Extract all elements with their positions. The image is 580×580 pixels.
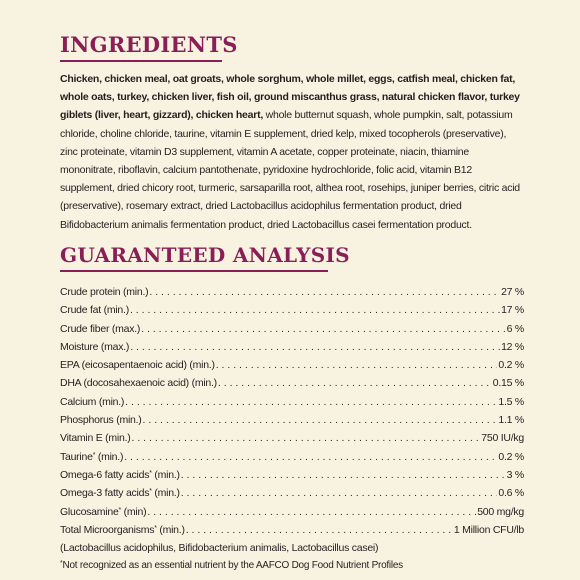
nutrient-label: Taurine [60, 450, 93, 463]
footnote: *Not recognized as an essential nutrient… [60, 557, 524, 575]
nutrient-name: Vitamin E (min.) [60, 429, 131, 447]
nutrient-label: Crude fat (min.) [60, 304, 129, 317]
nutrient-name: Phosphorus (min.) [60, 411, 142, 429]
dot-leader [149, 283, 500, 301]
nutrient-value: 0.15 % [492, 377, 524, 390]
analysis-row: EPA (eicosapentaenoic acid) (min.) 0.2 % [60, 356, 524, 374]
not-essential-mark: * [149, 469, 152, 477]
ingredients-secondary: whole butternut squash, whole pumpkin, s… [60, 109, 520, 231]
not-essential-mark: * [154, 524, 157, 532]
dot-leader [181, 484, 498, 502]
nutrient-qualifier: (min.) [156, 523, 185, 536]
nutrient-value: 17 % [501, 304, 524, 317]
nutrient-label: Total Microorganisms [60, 523, 155, 536]
analysis-row: Calcium (min.) 1.5 % [60, 393, 524, 411]
nutrient-value: 1.1 % [498, 414, 524, 427]
nutrient-label: Calcium (min.) [60, 395, 125, 408]
nutrient-label: Vitamin E (min.) [60, 432, 131, 445]
nutrient-value: 1 Million CFU/lb [453, 523, 524, 536]
nutrient-value: 27 % [501, 286, 524, 298]
not-essential-mark: * [92, 451, 96, 459]
analysis-row: Phosphorus (min.) 1.1 % [60, 411, 524, 429]
analysis-row: Omega-3 fatty acids* (min.) 0.6 % [60, 484, 524, 502]
nutrient-label: Glucosamine [60, 505, 119, 518]
nutrient-name: Glucosamine* (min) [60, 503, 147, 521]
nutrient-value: 0.6 % [498, 487, 524, 500]
analysis-heading: GUARANTEED ANALYSIS [60, 243, 350, 267]
nutrient-qualifier: (min.) [95, 450, 124, 463]
nutrient-label: Crude protein (min.) [60, 286, 149, 298]
ingredients-list: Chicken, chicken meal, oat groats, whole… [60, 70, 522, 234]
analysis-row: Omega-6 fatty acids* (min.) 3 % [60, 466, 524, 484]
nutrient-label: Omega-3 fatty acids [60, 487, 150, 500]
analysis-row: Glucosamine* (min) 500 mg/kg [60, 503, 524, 521]
dot-leader [124, 448, 497, 466]
analysis-heading-underline [60, 270, 328, 272]
analysis-row: Crude fat (min.) 17 % [60, 301, 524, 319]
nutrient-value: 0.2 % [498, 450, 524, 463]
nutrient-name: DHA (docosahexaenoic acid) (min.) [60, 374, 217, 392]
analysis-row: DHA (docosahexaenoic acid) (min.) 0.15 % [60, 374, 524, 392]
nutrient-label: Moisture (max.) [60, 340, 130, 353]
analysis-row: Vitamin E (min.) 750 IU/kg [60, 429, 524, 447]
analysis-row: Crude protein (min.) 27 % [60, 283, 524, 301]
dot-leader [186, 521, 453, 539]
analysis-row: Total Microorganisms* (min.) 1 Million CF… [60, 521, 524, 539]
nutrient-value: 6 % [506, 322, 524, 335]
nutrient-qualifier: (min.) [151, 468, 180, 481]
dot-leader [130, 338, 500, 356]
ingredients-heading: INGREDIENTS [60, 32, 238, 57]
nutrient-label: EPA (eicosapentaenoic acid) (min.) [60, 359, 215, 372]
nutrient-value: 0.2 % [498, 359, 524, 372]
nutrient-value: 500 mg/kg [477, 505, 524, 518]
ingredients-heading-underline [60, 60, 222, 62]
dot-leader [218, 374, 492, 392]
analysis-row: Taurine* (min.) 0.2 % [60, 448, 524, 466]
nutrient-name: Calcium (min.) [60, 393, 124, 411]
analysis-row: Moisture (max.) 12 % [60, 338, 524, 356]
nutrient-qualifier: (min) [121, 505, 147, 518]
footnote-mark: * [60, 560, 63, 568]
analysis-row: Crude fiber (max.) 6 % [60, 320, 524, 338]
nutrient-name: Moisture (max.) [60, 338, 129, 356]
dot-leader [181, 466, 506, 484]
dot-leader [143, 411, 498, 429]
nutrient-label: Phosphorus (min.) [60, 414, 142, 427]
dot-leader [141, 320, 506, 338]
nutrient-name: Crude protein (min.) [60, 283, 149, 301]
dot-leader [125, 393, 497, 411]
nutrient-name: Omega-6 fatty acids* (min.) [60, 466, 180, 484]
microorganisms-note: (Lactobacillus acidophilus, Bifidobacter… [60, 542, 379, 555]
nutrient-value: 750 IU/kg [481, 432, 524, 445]
nutrient-label: Omega-6 fatty acids [60, 468, 150, 481]
not-essential-mark: * [118, 506, 122, 514]
dot-leader [130, 301, 500, 319]
nutrient-qualifier: (min.) [151, 487, 180, 500]
dot-leader [147, 503, 476, 521]
nutrient-label: Crude fiber (max.) [60, 322, 141, 335]
nutrient-name: Crude fat (min.) [60, 301, 129, 319]
ingredients-primary: Chicken, chicken meal, oat groats, whole… [60, 73, 520, 122]
nutrient-value: 1.5 % [498, 395, 524, 408]
dot-leader [216, 356, 498, 374]
not-essential-mark: * [149, 488, 152, 496]
dot-leader [132, 429, 481, 447]
nutrient-name: EPA (eicosapentaenoic acid) (min.) [60, 356, 215, 374]
nutrient-name: Crude fiber (max.) [60, 320, 140, 338]
guaranteed-analysis-table: Crude protein (min.) 27 % Crude fat (min.)… [60, 283, 524, 576]
nutrient-label: DHA (docosahexaenoic acid) (min.) [60, 377, 217, 390]
nutrient-name: Omega-3 fatty acids* (min.) [60, 484, 180, 502]
nutrient-value: 3 % [506, 468, 524, 481]
footnote-text: Not recognized as an essential nutrient … [62, 560, 403, 572]
nutrient-name: Total Microorganisms* (min.) [60, 521, 185, 539]
nutrient-name: Taurine* (min.) [60, 448, 123, 466]
nutrient-value: 12 % [501, 340, 524, 353]
